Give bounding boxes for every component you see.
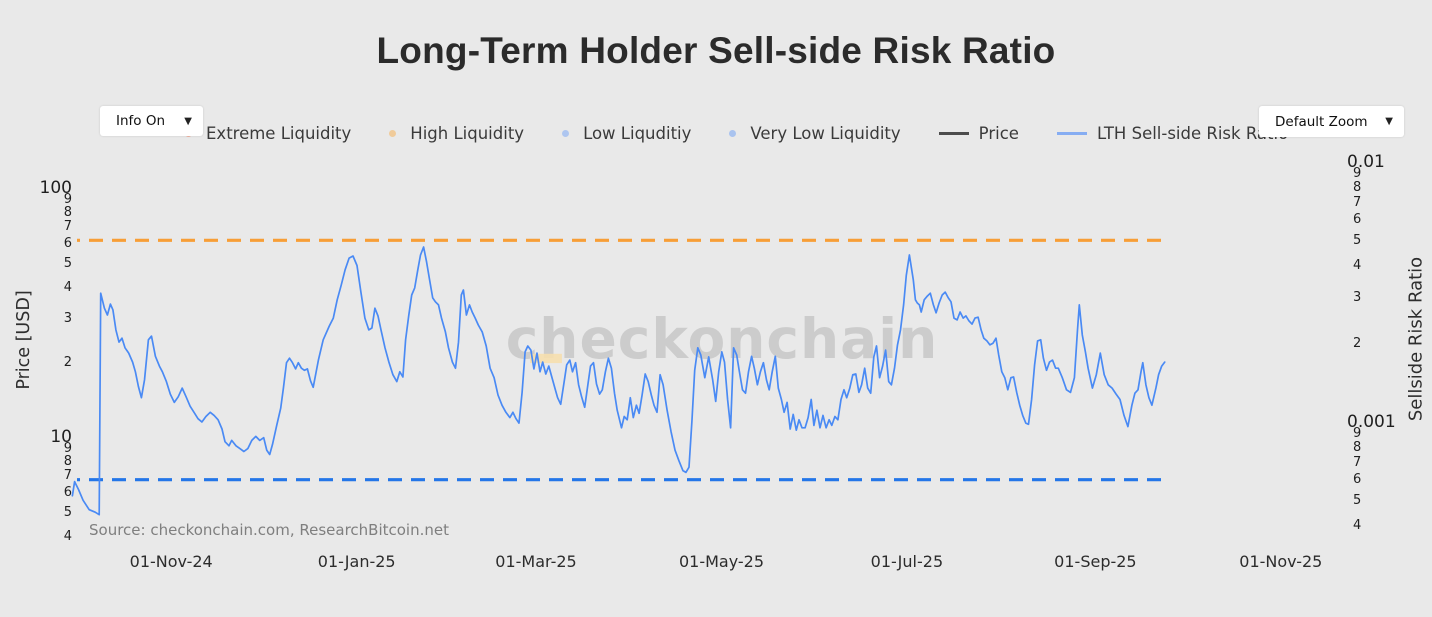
y-left-tick: 2 xyxy=(63,354,72,370)
legend-item-label: High Liquidity xyxy=(410,123,525,143)
legend-item-label: Low Liquditiy xyxy=(583,123,692,143)
lth-sellside-risk-ratio-line xyxy=(71,246,1166,516)
legend-item-label: Extreme Liquidity xyxy=(206,123,352,143)
y-left-tick: 9 xyxy=(63,191,72,207)
x-tick: 01-Nov-25 xyxy=(1239,552,1323,571)
legend-item-very-low-liquidity[interactable]: Very Low Liquidity xyxy=(729,123,901,143)
y-right-tick: 8 xyxy=(1353,439,1362,455)
legend: Extreme Liquidity High Liquidity Low Liqud… xyxy=(185,121,1288,145)
x-tick: 01-Nov-24 xyxy=(129,552,213,571)
y-left-tick: 100 xyxy=(39,178,72,198)
y-right-tick: 5 xyxy=(1353,232,1362,248)
caret-down-icon: ▼ xyxy=(184,115,192,127)
legend-item-label: Price xyxy=(978,123,1019,143)
x-tick: 01-Jul-25 xyxy=(870,552,944,571)
x-tick: 01-Sep-25 xyxy=(1054,552,1137,571)
y-left-tick: 3 xyxy=(63,310,72,326)
y-right-tick: 6 xyxy=(1353,212,1362,228)
y-right-tick: 5 xyxy=(1353,492,1362,508)
y-left-tick: 7 xyxy=(63,468,72,484)
zoom-dropdown[interactable]: Default Zoom ▼ xyxy=(1259,106,1404,137)
legend-item-extreme-liquidity[interactable]: Extreme Liquidity xyxy=(185,124,351,143)
legend-dot-icon xyxy=(389,129,397,137)
y-left-tick: 4 xyxy=(63,528,72,544)
y-right-tick: 8 xyxy=(1353,179,1362,195)
y-right-tick: 9 xyxy=(1353,166,1362,182)
y-left-tick: 5 xyxy=(63,504,72,520)
y-left-tick: 6 xyxy=(63,235,72,251)
legend-item-label: Very Low Liquidity xyxy=(750,123,901,143)
legend-dot-icon xyxy=(729,129,737,137)
y-axis-title-right: Sellside Risk Ratio xyxy=(1405,256,1427,422)
y-left-tick: 4 xyxy=(63,279,72,295)
zoom-dropdown-label: Default Zoom xyxy=(1275,113,1368,130)
y-right-tick: 9 xyxy=(1353,426,1362,442)
y-left-tick: 9 xyxy=(63,440,72,456)
caret-down-icon: ▼ xyxy=(1385,116,1393,127)
y-right-tick: 7 xyxy=(1353,194,1362,210)
y-right-tick: 4 xyxy=(1353,258,1362,273)
y-axis-title-left: Price [USD] xyxy=(14,290,34,390)
high-liquidity-band xyxy=(530,353,562,364)
y-right-tick: 6 xyxy=(1353,472,1362,488)
watermark: checkonchain xyxy=(505,307,939,371)
legend-item-price[interactable]: Price xyxy=(938,123,1019,143)
info-dropdown[interactable]: Info On ▼ xyxy=(100,106,203,136)
legend-line-icon xyxy=(1056,131,1087,135)
x-tick: 01-Jan-25 xyxy=(317,552,396,571)
legend-item-low-liquditiy[interactable]: Low Liquditiy xyxy=(562,124,691,143)
y-right-tick: 0.01 xyxy=(1347,152,1385,172)
y-left-tick: 5 xyxy=(63,255,72,271)
y-right-tick: 2 xyxy=(1353,336,1362,352)
y-left-tick: 8 xyxy=(63,204,72,220)
y-left-tick: 10 xyxy=(50,427,72,447)
legend-item-high-liquidity[interactable]: High Liquidity xyxy=(389,124,524,143)
y-left-tick: 6 xyxy=(63,484,72,500)
y-right-tick: 4 xyxy=(1353,518,1362,533)
chart-title: Long-Term Holder Sell-side Risk Ratio xyxy=(376,30,1056,71)
y-right-tick: 3 xyxy=(1353,290,1362,306)
legend-dot-icon xyxy=(562,129,570,137)
y-right-tick: 7 xyxy=(1353,454,1362,470)
source-credit: Source: checkonchain.com, ResearchBitcoi… xyxy=(89,521,449,539)
x-tick: 01-Mar-25 xyxy=(495,552,577,571)
y-left-tick: 8 xyxy=(63,453,72,469)
y-left-tick: 7 xyxy=(63,219,72,235)
legend-item-label: LTH Sell-side Risk Ratio xyxy=(1096,123,1289,143)
legend-item-lth-sell-side-risk-ratio[interactable]: LTH Sell-side Risk Ratio xyxy=(1056,123,1289,143)
y-right-tick: 0.001 xyxy=(1347,412,1396,432)
info-dropdown-label: Info On xyxy=(116,113,166,129)
x-tick: 01-May-25 xyxy=(678,552,765,571)
legend-line-icon xyxy=(938,131,969,135)
